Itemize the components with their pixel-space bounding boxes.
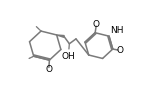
Text: O: O	[45, 65, 52, 74]
Text: O: O	[116, 46, 123, 55]
Text: O: O	[93, 20, 100, 29]
Text: OH: OH	[62, 52, 76, 61]
Polygon shape	[57, 35, 64, 37]
Text: NH: NH	[110, 26, 123, 35]
